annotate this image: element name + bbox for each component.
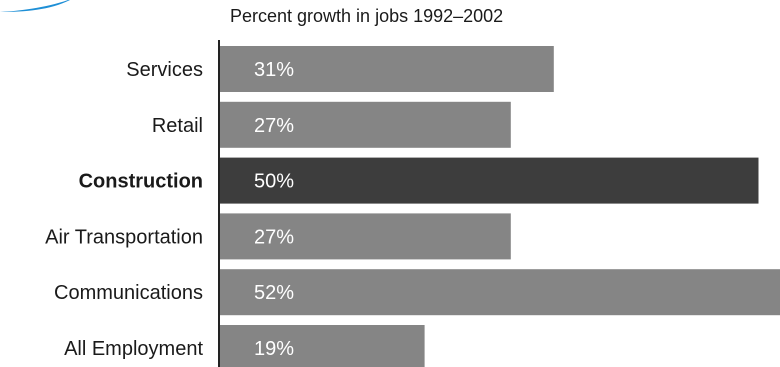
- value-label-construction: 50%: [254, 171, 294, 193]
- value-label-communications: 52%: [254, 282, 294, 304]
- value-label-services: 31%: [254, 59, 294, 81]
- value-label-all-employment: 19%: [254, 338, 294, 360]
- category-label-construction: Construction: [79, 171, 203, 193]
- category-label-air-transportation: Air Transportation: [45, 226, 203, 248]
- logo-fragment: [0, 0, 70, 12]
- value-label-retail: 27%: [254, 115, 294, 137]
- value-label-air-transportation: 27%: [254, 226, 294, 248]
- bar-retail: [220, 101, 511, 148]
- bar-all-employment: [220, 325, 425, 367]
- chart-title: Percent growth in jobs 1992–2002: [230, 6, 504, 26]
- bar-communications: [220, 269, 780, 316]
- category-label-retail: Retail: [152, 115, 203, 137]
- bar-air-transportation: [220, 213, 511, 260]
- category-label-communications: Communications: [54, 282, 203, 304]
- category-label-services: Services: [126, 59, 203, 81]
- bar-construction: [220, 157, 759, 204]
- category-label-all-employment: All Employment: [64, 338, 203, 360]
- bar-services: [220, 46, 554, 92]
